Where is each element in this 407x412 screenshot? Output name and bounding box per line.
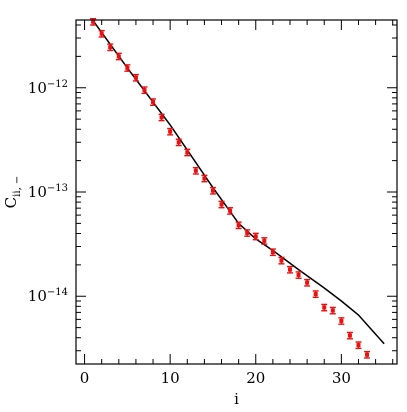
plot-frame — [75, 19, 398, 365]
data-point — [287, 265, 293, 274]
data-point — [227, 207, 234, 215]
data-marker — [185, 150, 190, 155]
data-marker — [219, 202, 224, 207]
data-marker — [99, 31, 104, 36]
y-tick-label: 10−14 — [28, 287, 68, 305]
data-point — [124, 64, 131, 72]
data-point — [252, 232, 259, 241]
tick-layer — [76, 20, 397, 364]
x-tick-label: 10 — [161, 369, 180, 387]
data-marker — [245, 230, 250, 235]
data-marker — [176, 140, 181, 145]
data-marker — [330, 308, 335, 313]
data-marker — [228, 208, 233, 213]
data-point — [107, 43, 114, 52]
data-marker — [322, 305, 327, 310]
model-curve — [92, 20, 385, 345]
data-point — [244, 229, 251, 237]
data-marker — [91, 19, 96, 24]
data-point — [98, 29, 105, 38]
data-marker — [313, 292, 318, 297]
data-marker — [168, 129, 173, 134]
x-axis-label: i — [234, 390, 239, 407]
data-point — [269, 248, 276, 257]
data-point — [158, 113, 165, 122]
data-point — [278, 256, 285, 265]
data-point — [167, 127, 174, 136]
data-marker — [347, 333, 352, 338]
data-point — [184, 148, 191, 157]
x-tick-label: 20 — [246, 369, 265, 387]
data-marker — [151, 100, 156, 105]
data-marker — [133, 75, 138, 80]
y-tick-label: 10−13 — [28, 183, 68, 201]
data-point — [201, 174, 208, 183]
data-point — [132, 73, 139, 82]
y-axis-label-main: C — [2, 197, 20, 208]
data-marker — [142, 88, 147, 93]
data-marker — [236, 223, 241, 228]
data-point — [141, 86, 148, 95]
y-tick-exponent: −13 — [47, 183, 68, 194]
data-point — [192, 166, 199, 175]
x-tick-label: 30 — [332, 369, 351, 387]
data-point — [150, 98, 157, 106]
data-marker — [296, 272, 301, 277]
data-marker — [125, 65, 130, 70]
model-line-layer — [92, 20, 385, 345]
data-marker — [159, 115, 164, 120]
data-marker — [108, 45, 113, 50]
data-point — [115, 52, 122, 61]
data-point — [312, 290, 319, 299]
y-tick-base: 10 — [28, 287, 47, 305]
data-marker — [202, 176, 207, 181]
data-point — [175, 138, 182, 147]
data-marker — [210, 188, 215, 193]
data-point — [338, 317, 345, 325]
data-marker — [279, 258, 284, 263]
data-point — [209, 186, 216, 195]
y-axis-label-sub: ii, − — [12, 176, 23, 197]
y-axis-label: Cii, − — [2, 176, 23, 209]
data-point — [235, 221, 242, 230]
data-point — [346, 331, 353, 340]
data-marker — [253, 234, 258, 239]
data-marker — [116, 54, 121, 59]
x-tick-label: 0 — [80, 369, 90, 387]
data-marker — [193, 168, 198, 173]
data-marker — [262, 238, 267, 243]
data-marker — [339, 318, 344, 323]
data-points-layer — [90, 17, 371, 359]
data-point — [218, 200, 225, 209]
data-point — [355, 341, 362, 350]
y-tick-exponent: −12 — [47, 79, 68, 90]
data-point — [304, 278, 311, 287]
data-marker — [288, 267, 292, 272]
data-point — [364, 350, 371, 359]
data-marker — [356, 343, 361, 348]
data-point — [295, 271, 302, 279]
data-marker — [365, 352, 370, 357]
y-tick-exponent: −14 — [47, 287, 68, 298]
y-tick-base: 10 — [28, 79, 47, 97]
data-marker — [270, 250, 275, 255]
y-axis-label-text: Cii, − — [2, 176, 23, 209]
data-point — [321, 303, 328, 312]
data-marker — [305, 280, 310, 285]
data-point — [261, 237, 268, 245]
y-tick-label: 10−12 — [28, 79, 68, 97]
data-point — [329, 306, 336, 315]
y-tick-base: 10 — [28, 183, 47, 201]
